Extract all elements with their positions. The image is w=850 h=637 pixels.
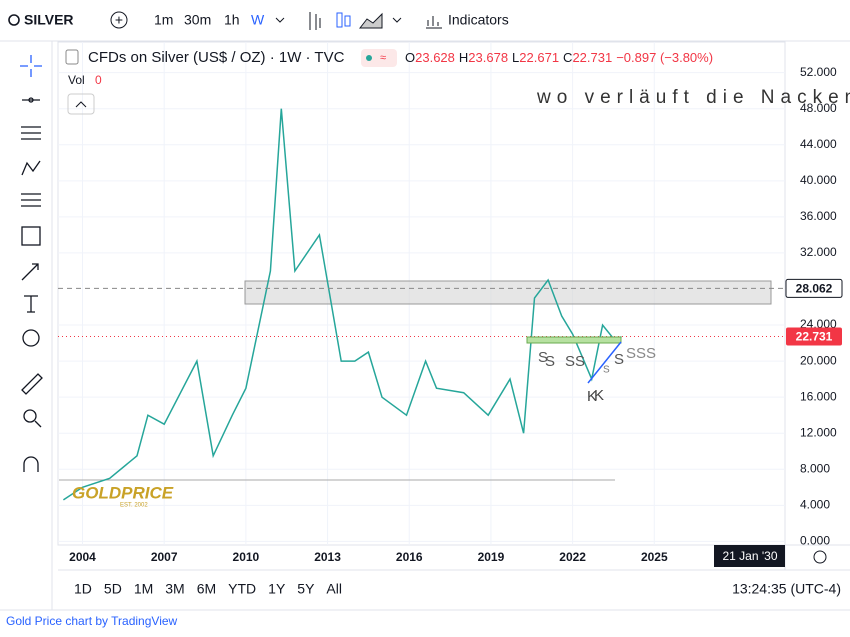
search-icon[interactable] (8, 14, 20, 26)
y-tick-label: 12.000 (800, 425, 837, 439)
y-tick-label: 52.000 (800, 65, 837, 79)
bars-icon[interactable] (309, 12, 321, 30)
last-price-tag (786, 327, 842, 346)
series-name: CFDs on Silver (US$ / OZ) · 1W · TVC (88, 49, 345, 66)
ohlc-part: −0.897 (−3.80%) (616, 50, 713, 65)
dropdown[interactable] (392, 17, 402, 23)
price-level-label: 28.062 (796, 282, 833, 296)
ohlc-part: C (563, 50, 572, 65)
annotation: wo verläuft die Nackenlinie? (536, 87, 850, 108)
market-status[interactable] (361, 49, 397, 67)
dropdown[interactable] (275, 17, 285, 23)
area-icon[interactable] (358, 12, 383, 29)
crosshair-date: 21 Jan '30 (722, 549, 777, 563)
range-button[interactable]: 5D (104, 581, 122, 597)
candles-icon (344, 15, 351, 27)
collapse[interactable] (65, 49, 79, 65)
x-tick-label: 2016 (396, 550, 423, 564)
marker: S (538, 349, 548, 366)
ohlc-part: L (512, 50, 519, 65)
crosshair-date-box (714, 545, 785, 567)
y-tick-label: 36.000 (800, 209, 837, 223)
x-tick-label: 2013 (314, 550, 341, 564)
last-price-label: 22.731 (796, 330, 833, 344)
y-tick-label: 0.000 (800, 534, 830, 548)
candles-icon[interactable] (336, 12, 343, 28)
marker: S (614, 351, 624, 368)
add-symbol[interactable] (110, 11, 128, 29)
x-tick-label: 2010 (233, 550, 260, 564)
trend-line (587, 341, 622, 384)
y-tick-label: 4.000 (800, 498, 830, 512)
price-line (62, 108, 622, 501)
y-tick-label: 40.000 (800, 173, 837, 187)
expand-icon (75, 101, 87, 108)
ohlc-part: 23.678 (468, 50, 508, 65)
range-button[interactable]: 3M (165, 581, 184, 597)
ohlc-part: O (405, 50, 415, 65)
y-tick-label: 32.000 (800, 245, 837, 259)
footer-link[interactable]: Gold Price chart by TradingView (6, 614, 178, 628)
interval[interactable]: 1m (154, 12, 173, 28)
price-level-tag (785, 278, 843, 298)
indicators-icon[interactable] (426, 16, 442, 29)
settings[interactable] (813, 550, 827, 564)
status-dot (366, 55, 372, 61)
logo-est: EST. 2002 (120, 503, 148, 509)
ohlc-part: 22.671 (519, 50, 559, 65)
range-button[interactable]: All (326, 581, 342, 597)
x-tick-label: 2022 (559, 550, 586, 564)
interval-active[interactable]: W (251, 12, 265, 28)
drawing-tools[interactable] (20, 55, 43, 472)
marker: SS (565, 353, 585, 370)
range-button[interactable]: 6M (197, 581, 216, 597)
expand[interactable] (67, 93, 95, 115)
marker: S (603, 365, 610, 376)
zone-rect (244, 280, 772, 305)
y-tick-label: 8.000 (800, 461, 830, 475)
interval[interactable]: 30m (184, 12, 211, 28)
range-button[interactable]: 1M (134, 581, 153, 597)
range-bar: 1D 5D 1M 3M 6M YTD 1Y 5Y All (74, 581, 342, 597)
ohlc-part: 23.628 (415, 50, 455, 65)
vol-label: Vol (68, 73, 85, 87)
x-tick-label: 2019 (478, 550, 505, 564)
y-tick-label: 16.000 (800, 389, 837, 403)
y-tick-label: 48.000 (800, 101, 837, 115)
marker: K (594, 387, 604, 404)
y-tick-label: 20.000 (800, 353, 837, 367)
clock: 13:24:35 (UTC-4) (732, 581, 841, 597)
vol-value: 0 (95, 73, 102, 87)
range-button[interactable]: YTD (228, 581, 256, 597)
range-button[interactable]: 1Y (268, 581, 286, 597)
y-tick-label: 44.000 (800, 137, 837, 151)
range-button[interactable]: 5Y (297, 581, 315, 597)
indicators-button[interactable]: Indicators (448, 12, 509, 28)
marker: S (545, 353, 555, 370)
status-icon: ≈ (380, 52, 386, 64)
ohlc-part: H (459, 50, 468, 65)
ohlc-part: 22.731 (572, 50, 612, 65)
x-tick-label: 2004 (69, 550, 96, 564)
marker: SSS (626, 345, 656, 362)
marker: K (587, 388, 597, 405)
neckline-rect (526, 336, 622, 344)
x-tick-label: 2025 (641, 550, 668, 564)
plot (58, 108, 785, 501)
interval[interactable]: 1h (224, 12, 240, 28)
grid (58, 42, 785, 545)
symbol[interactable]: SILVER (24, 12, 74, 28)
add-symbol-plus: + (115, 12, 123, 28)
range-button[interactable]: 1D (74, 581, 92, 597)
logo: GOLDPRICE (72, 483, 174, 502)
ohlc: O23.628 H23.678 L22.671 C22.731 −0.897 (−3.8… (405, 50, 713, 65)
x-tick-label: 2007 (151, 550, 178, 564)
